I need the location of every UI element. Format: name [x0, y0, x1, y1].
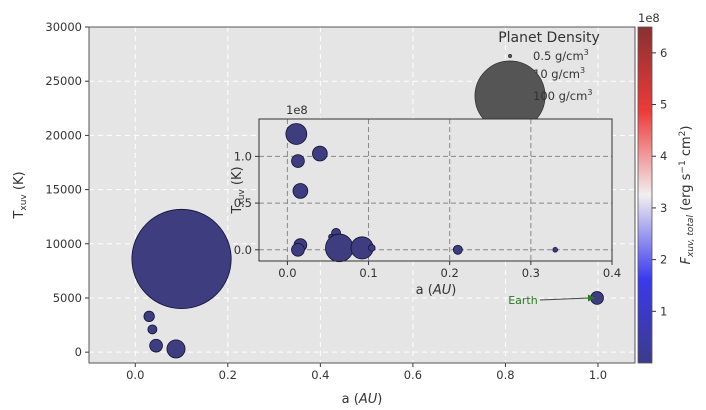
inset-x-axis-label: a (AU)	[416, 283, 457, 298]
inset-plot: 0.0 0.1 0.2 0.3 0.4 0.0 0.5 1.0 1e8	[234, 103, 621, 280]
x-tick-label: 0.2	[441, 266, 459, 280]
x-tick-label: 0.0	[126, 368, 144, 382]
scatter-point	[368, 244, 376, 252]
scatter-point	[147, 324, 158, 335]
x-tick-label: 0.4	[603, 266, 621, 280]
scatter-point	[149, 338, 163, 353]
scatter-point	[291, 154, 305, 168]
x-tick-label: 0.3	[522, 266, 540, 280]
inset-y-ticks: 0.0 0.5 1.0	[234, 149, 259, 257]
inset-plot-background	[259, 119, 612, 261]
colorbar: 1 2 3 4 5 6 1e8 Fxuv, total (erg s−1 cm2)	[637, 11, 696, 364]
colorbar-tick-label: 4	[660, 149, 667, 163]
colorbar-tick-label: 2	[660, 253, 667, 267]
earth-annotation: Earth	[508, 294, 595, 307]
x-tick-label: 1.0	[589, 368, 607, 382]
colorbar-label: Fxuv, total (erg s−1 cm2)	[678, 126, 696, 265]
y-tick-label: 0	[75, 345, 82, 359]
inset-offset-text: 1e8	[286, 103, 308, 117]
inset-plot-frame	[258, 118, 613, 262]
scatter-point	[143, 310, 155, 323]
legend-title: Planet Density	[498, 30, 600, 46]
x-tick-label: 0.8	[496, 368, 514, 382]
y-tick-label: 0.0	[234, 243, 252, 257]
legend-label: 10 g/cm3	[533, 66, 585, 81]
main-plot-frame	[88, 26, 636, 364]
scatter-point	[131, 208, 232, 309]
main-x-ticks: 0.0 0.2 0.4 0.6 0.8 1.0	[126, 363, 607, 382]
y-tick-label: 15000	[45, 183, 82, 197]
scatter-point	[452, 244, 463, 255]
colorbar-offset-text: 1e8	[638, 11, 660, 25]
x-tick-label: 0.0	[278, 266, 296, 280]
y-tick-label: 1.0	[234, 149, 252, 163]
earth-arrow-line	[539, 297, 590, 301]
colorbar-tick-label: 1	[660, 304, 667, 318]
scatter-point	[292, 183, 309, 199]
scatter-point	[285, 123, 308, 145]
y-tick-label: 10000	[45, 237, 82, 251]
x-tick-label: 0.2	[219, 368, 237, 382]
y-tick-label: 20000	[45, 128, 82, 142]
y-tick-label: 25000	[45, 74, 82, 88]
earth-label: Earth	[508, 294, 538, 307]
scatter-point	[166, 339, 186, 359]
scatter-point	[312, 145, 328, 162]
inset-scatter-points	[285, 123, 558, 263]
colorbar-gradient	[637, 26, 653, 364]
colorbar-tick-label: 6	[660, 46, 667, 60]
legend-marker	[508, 54, 512, 58]
main-y-ticks: 0 5000 10000 15000 20000 25000 30000	[45, 20, 89, 359]
inset-x-ticks: 0.0 0.1 0.2 0.3 0.4	[278, 261, 621, 280]
main-y-axis-label: Txuv (K)	[12, 171, 29, 219]
inset-y-axis-label: Txuv (K)	[230, 166, 247, 214]
x-tick-label: 0.4	[311, 368, 329, 382]
y-tick-label: 30000	[45, 20, 82, 34]
x-tick-label: 0.6	[404, 368, 422, 382]
legend-label: 0.5 g/cm3	[533, 48, 589, 63]
x-tick-label: 0.1	[359, 266, 377, 280]
main-scatter-points	[131, 208, 604, 359]
y-tick-label: 0.5	[234, 196, 252, 210]
legend-entries: 0.5 g/cm3 10 g/cm3 100 g/cm3	[474, 48, 592, 132]
scatter-point	[291, 242, 305, 257]
main-x-axis-label: a (AU)	[342, 392, 383, 407]
earth-arrow-head	[587, 294, 595, 302]
colorbar-ticks: 1 2 3 4 5 6	[652, 46, 667, 318]
scatter-point	[552, 247, 558, 253]
colorbar-tick-label: 3	[660, 201, 667, 215]
scatter-point	[325, 233, 354, 263]
y-tick-label: 5000	[53, 291, 82, 305]
legend-label: 100 g/cm3	[533, 88, 592, 103]
density-legend: Planet Density 0.5 g/cm3 10 g/cm3 100 g/cm…	[474, 30, 600, 132]
colorbar-tick-label: 5	[660, 98, 667, 112]
